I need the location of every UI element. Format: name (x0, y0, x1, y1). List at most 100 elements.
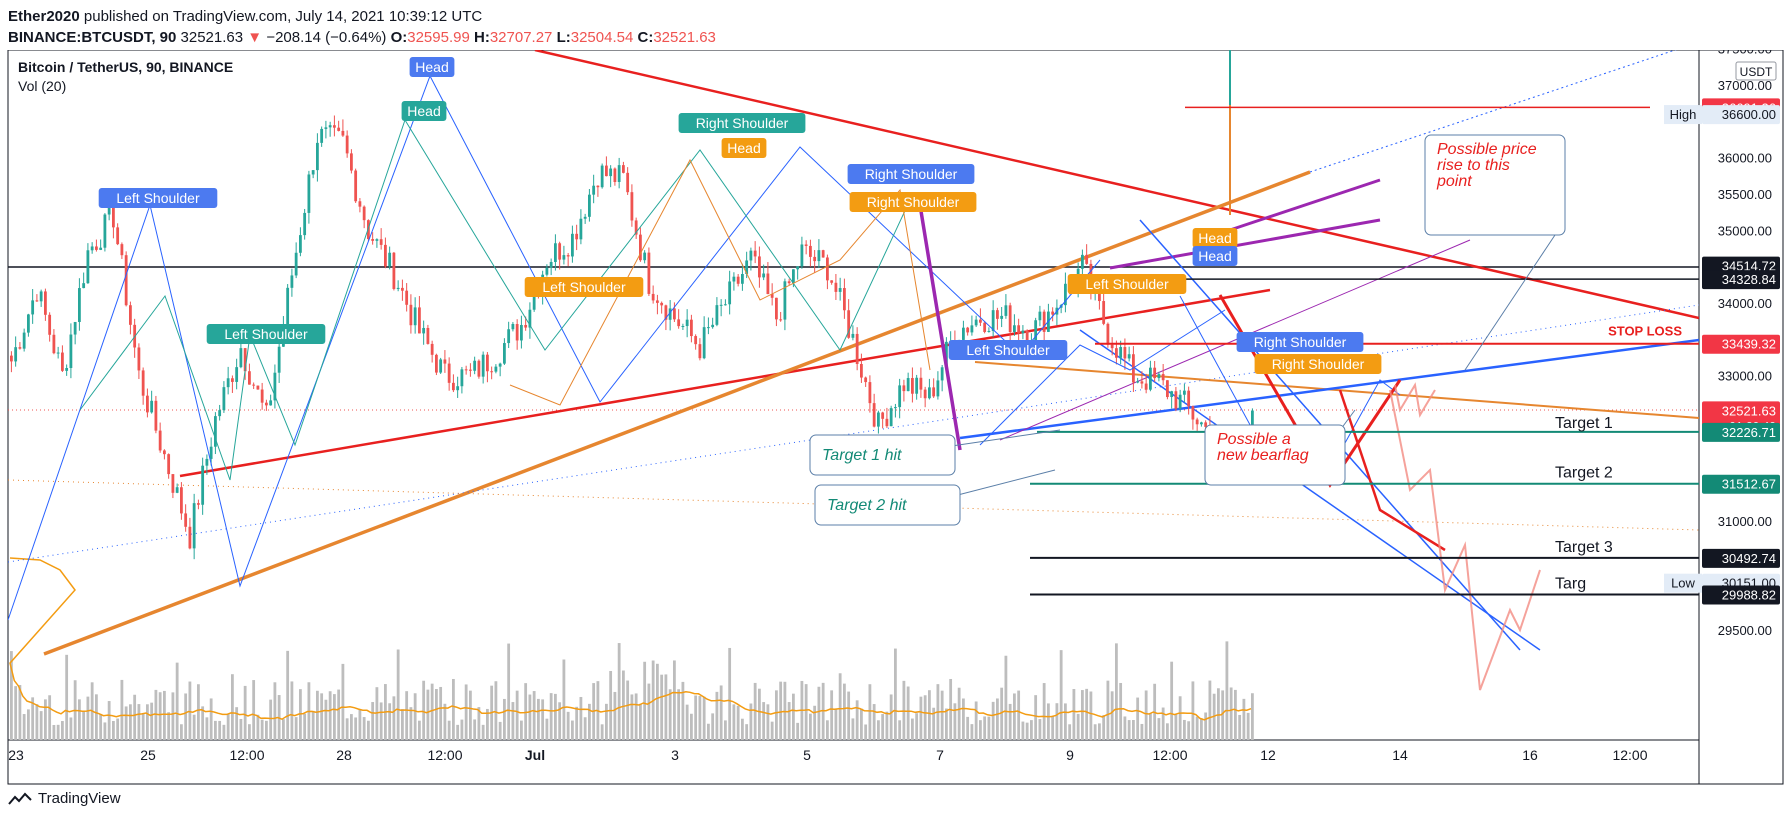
volume-bar (515, 690, 519, 740)
candle-body (724, 304, 727, 306)
candle-body (78, 288, 81, 322)
volume-bar (473, 719, 477, 740)
candle-body (1195, 419, 1199, 425)
candle-body (1140, 381, 1144, 384)
volume-bar (1008, 703, 1012, 740)
pattern-labels: Head Head Left Shoulder Left Shoulder Right … (98, 57, 1382, 374)
down-channel-upper (1079, 329, 1541, 651)
candle-body (592, 185, 596, 195)
candle-body (515, 324, 519, 341)
symbol-label[interactable]: BINANCE:BTCUSDT, 90 (8, 29, 177, 46)
price-tag (1702, 585, 1780, 605)
volume-bar (430, 683, 434, 740)
volume-bar (673, 660, 676, 740)
candle-body (107, 207, 111, 215)
volume-bar (630, 694, 634, 740)
candle-body (27, 314, 30, 333)
candle-body (95, 246, 98, 250)
volume-bar (753, 682, 757, 740)
volume-bar (405, 691, 409, 740)
candle-body (447, 363, 451, 383)
volume-bar (1174, 713, 1178, 740)
volume-bar (82, 711, 86, 740)
volume-bar (401, 709, 404, 740)
purple-line (1229, 178, 1381, 232)
volume-ma-line (9, 557, 1252, 721)
candle-body (456, 386, 460, 391)
close-value: 32521.63 (653, 29, 716, 46)
callout-box (1204, 424, 1346, 486)
volume-bar (860, 708, 863, 740)
horizontal-levels: STOP LOSS Target 1 Target 2 Target 3 Targ (1030, 106, 1699, 596)
volume-bar (1208, 680, 1212, 740)
volume-bar (435, 689, 438, 740)
volume-bar (690, 713, 693, 740)
candle-body (294, 252, 298, 276)
publisher-name[interactable]: Ether2020 (8, 8, 80, 25)
close-label: C: (637, 29, 654, 46)
candle-body (171, 474, 175, 493)
candle-body (945, 341, 948, 368)
x-tick-label: 14 (1392, 747, 1408, 763)
x-tick-label: 9 (1066, 747, 1074, 763)
candle-body (877, 412, 880, 427)
candle-body (511, 324, 515, 330)
candle-body (311, 170, 315, 175)
candle-body (558, 243, 562, 260)
trend-lines (8, 50, 1699, 656)
candle-body (320, 128, 324, 143)
candle-body (48, 314, 52, 335)
candle-body (1251, 410, 1254, 435)
candle-body (1013, 325, 1016, 333)
volume-bar (1204, 712, 1208, 740)
candle-body (103, 214, 107, 248)
candle-body (413, 307, 417, 326)
candle-body (1178, 394, 1182, 409)
purple-drop-line (918, 204, 962, 451)
volume-bar (205, 717, 209, 740)
volume-bar (668, 689, 672, 740)
candle-body (358, 201, 362, 207)
candle-body (987, 330, 991, 332)
x-tick-label: 12 (1260, 747, 1276, 763)
price-axis[interactable]: 37500.00 37000.00 36000.00 35500.00 35000.00… (1664, 50, 1780, 638)
price-change: −208.14 (−0.64%) (266, 29, 387, 46)
volume-bar (1102, 715, 1106, 740)
volume-bar (171, 692, 175, 740)
x-tick-label: 5 (803, 747, 811, 763)
candle-body (163, 450, 166, 455)
candle-body (422, 327, 426, 334)
time-axis[interactable]: 23 25 12:00 28 12:00 Jul 3 5 7 9 12:00 12 14 16 12:00 (8, 747, 1648, 763)
candle-body (571, 233, 574, 257)
candle-body (1119, 347, 1123, 358)
volume-bar (65, 654, 69, 740)
price-tag-value: 34328.84 (1722, 272, 1776, 287)
candle-body (1123, 347, 1127, 359)
volume-bar (86, 696, 90, 740)
candle-body (18, 347, 22, 349)
volume-bar (1161, 707, 1165, 740)
volume-bar (1242, 698, 1246, 740)
candle-body (1136, 381, 1140, 383)
candle-body (668, 308, 672, 320)
callout-text: rise to this (1437, 157, 1510, 174)
candle-body (966, 327, 970, 333)
candle-body (753, 250, 757, 257)
footer-brand[interactable]: TradingView (38, 790, 121, 807)
volume-bar (44, 699, 47, 740)
y-tick-label: 29500.00 (1718, 623, 1772, 638)
volume-bar (520, 720, 523, 740)
volume-bar (532, 691, 536, 740)
purple-line-2 (1109, 218, 1381, 270)
candle-body (1008, 305, 1012, 333)
candle-body (915, 377, 919, 394)
candle-body (634, 220, 638, 235)
candle-body (124, 255, 128, 306)
volume-bar (571, 720, 574, 740)
candle-body (197, 503, 200, 505)
volume-bar (817, 686, 821, 740)
price-chart[interactable]: STOP LOSS Target 1 Target 2 Target 3 Targ He… (0, 50, 1791, 790)
volume-bar (392, 696, 396, 740)
volume-bar (639, 703, 642, 740)
volume-bar (503, 698, 506, 740)
